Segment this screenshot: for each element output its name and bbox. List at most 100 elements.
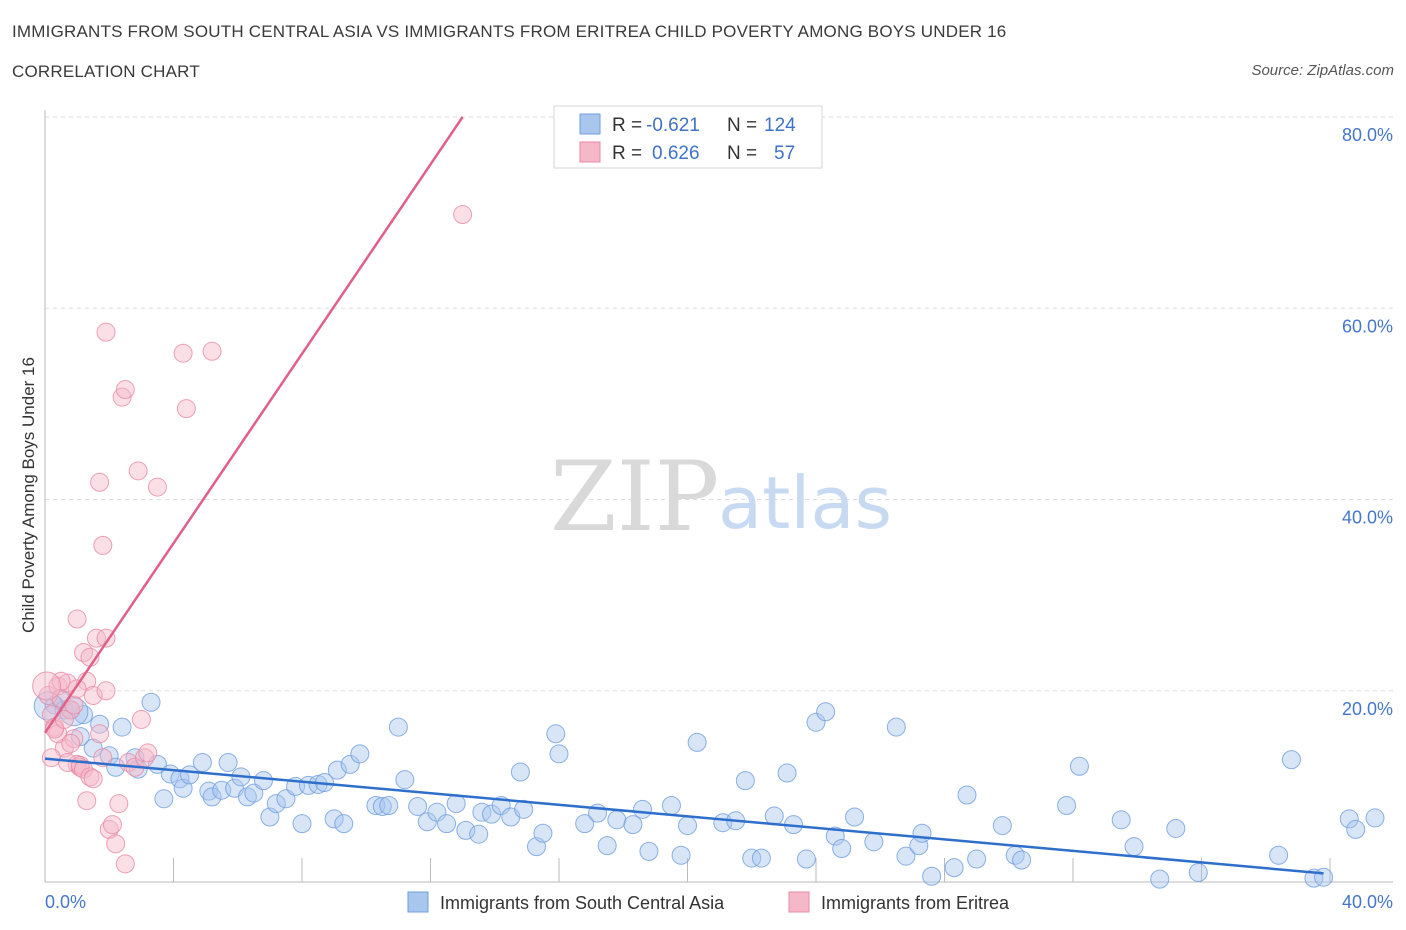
watermark-atlas: atlas <box>718 461 892 545</box>
y-tick-labels: 20.0% 40.0% 60.0% 80.0% <box>1342 125 1393 719</box>
scatter-point <box>510 762 530 782</box>
y-axis-label: Child Poverty Among Boys Under 16 <box>19 357 38 633</box>
scatter-point <box>832 839 852 859</box>
scatter-point <box>327 760 347 780</box>
scatter-point <box>944 858 964 878</box>
scatter-point <box>106 757 126 777</box>
scatter-point <box>417 812 437 832</box>
scatter-point <box>90 714 110 734</box>
scatter-point <box>83 738 103 758</box>
scatter-point <box>128 759 148 779</box>
legend-pink-n: 57 <box>774 143 795 164</box>
y-tick-label-20: 20.0% <box>1342 699 1393 719</box>
y-tick-label-40: 40.0% <box>1342 508 1393 528</box>
scatter-point <box>456 820 476 840</box>
scatter-point <box>1166 818 1186 838</box>
watermark-zip: ZIP <box>550 441 719 553</box>
scatter-point <box>324 809 344 829</box>
scatter-point <box>1314 867 1334 887</box>
scatter-point <box>912 823 932 843</box>
scatter-point <box>106 834 126 854</box>
legend-pink-r-label: R = <box>612 143 642 164</box>
scatter-point <box>109 794 129 814</box>
scatter-point <box>173 343 193 363</box>
legend-blue-r: -0.621 <box>646 115 700 136</box>
scatter-point <box>671 845 691 865</box>
scatter-point <box>372 796 392 816</box>
scatter-point <box>546 724 566 744</box>
scatter-point <box>350 744 370 764</box>
scatter-point <box>1346 819 1366 839</box>
scatter-point <box>845 807 865 827</box>
scatter-point <box>1069 756 1089 776</box>
scatter-point <box>633 799 653 819</box>
scatter-point <box>74 759 94 779</box>
bottom-legend-swatch-pink <box>788 891 810 913</box>
scatter-point <box>623 815 643 835</box>
scatter-point <box>80 767 100 787</box>
scatter-point <box>886 717 906 737</box>
scatter-point <box>176 399 196 419</box>
scatter-point <box>96 322 116 342</box>
legend-blue-r-label: R = <box>612 115 642 136</box>
series-eritrea <box>32 205 473 874</box>
scatter-point <box>83 686 103 706</box>
scatter-point <box>514 799 534 819</box>
legend-blue-n: 124 <box>764 115 796 136</box>
scatter-point <box>388 717 408 737</box>
series-legend: Immigrants from South Central Asia Immig… <box>407 891 1010 913</box>
scatter-point <box>1111 810 1131 830</box>
scatter-point <box>825 826 845 846</box>
scatter-point <box>138 743 158 763</box>
scatter-point <box>742 848 762 868</box>
scatter-point <box>678 816 697 836</box>
chart-title: IMMIGRANTS FROM SOUTH CENTRAL ASIA VS IM… <box>12 22 1007 41</box>
scatter-point <box>549 744 569 764</box>
scatter-point <box>751 848 771 868</box>
scatter-point <box>1365 808 1385 828</box>
legend-pink-r: 0.626 <box>652 143 700 164</box>
scatter-point <box>453 205 473 225</box>
trendlines <box>43 116 1324 875</box>
scatter-point <box>253 771 273 791</box>
scatter-point <box>115 380 135 400</box>
scatter-point <box>735 771 755 791</box>
scatter-point <box>147 477 167 497</box>
source-label: Source: ZipAtlas.com <box>1251 62 1394 79</box>
scatter-point <box>292 814 312 834</box>
scatter-point <box>334 814 354 834</box>
scatter-point <box>112 717 132 737</box>
scatter-point <box>1124 837 1144 857</box>
scatter-point <box>202 341 222 361</box>
scatter-point <box>796 849 816 869</box>
bottom-legend-swatch-blue <box>407 891 429 913</box>
scatter-point <box>112 387 132 407</box>
scatter-point <box>70 727 90 747</box>
trendline-south-central-asia <box>44 757 1324 875</box>
legend-swatch-pink <box>579 141 601 163</box>
scatter-point <box>218 752 238 772</box>
scatter-point <box>816 702 836 722</box>
scatter-point <box>128 461 148 481</box>
scatter-point <box>266 794 286 814</box>
bottom-legend-blue: Immigrants from South Central Asia <box>440 893 725 913</box>
legend-blue-n-label: N = <box>727 115 757 136</box>
scatter-point <box>864 832 884 852</box>
scatter-point <box>90 472 110 492</box>
scatter-point <box>1012 850 1032 870</box>
scatter-point <box>115 854 135 874</box>
y-tick-label-60: 60.0% <box>1342 316 1393 336</box>
scatter-point <box>1281 750 1301 770</box>
scatter-point <box>687 732 707 752</box>
scatter-point <box>67 609 87 629</box>
scatter-point <box>639 841 659 861</box>
scatter-point <box>437 814 457 834</box>
scatter-point <box>90 724 110 744</box>
scatter-point <box>575 814 595 834</box>
scatter-point <box>83 769 103 789</box>
scatter-point <box>806 712 826 732</box>
scatter-point <box>967 849 987 869</box>
scatter-point <box>597 836 617 856</box>
scatter-point <box>154 789 174 809</box>
